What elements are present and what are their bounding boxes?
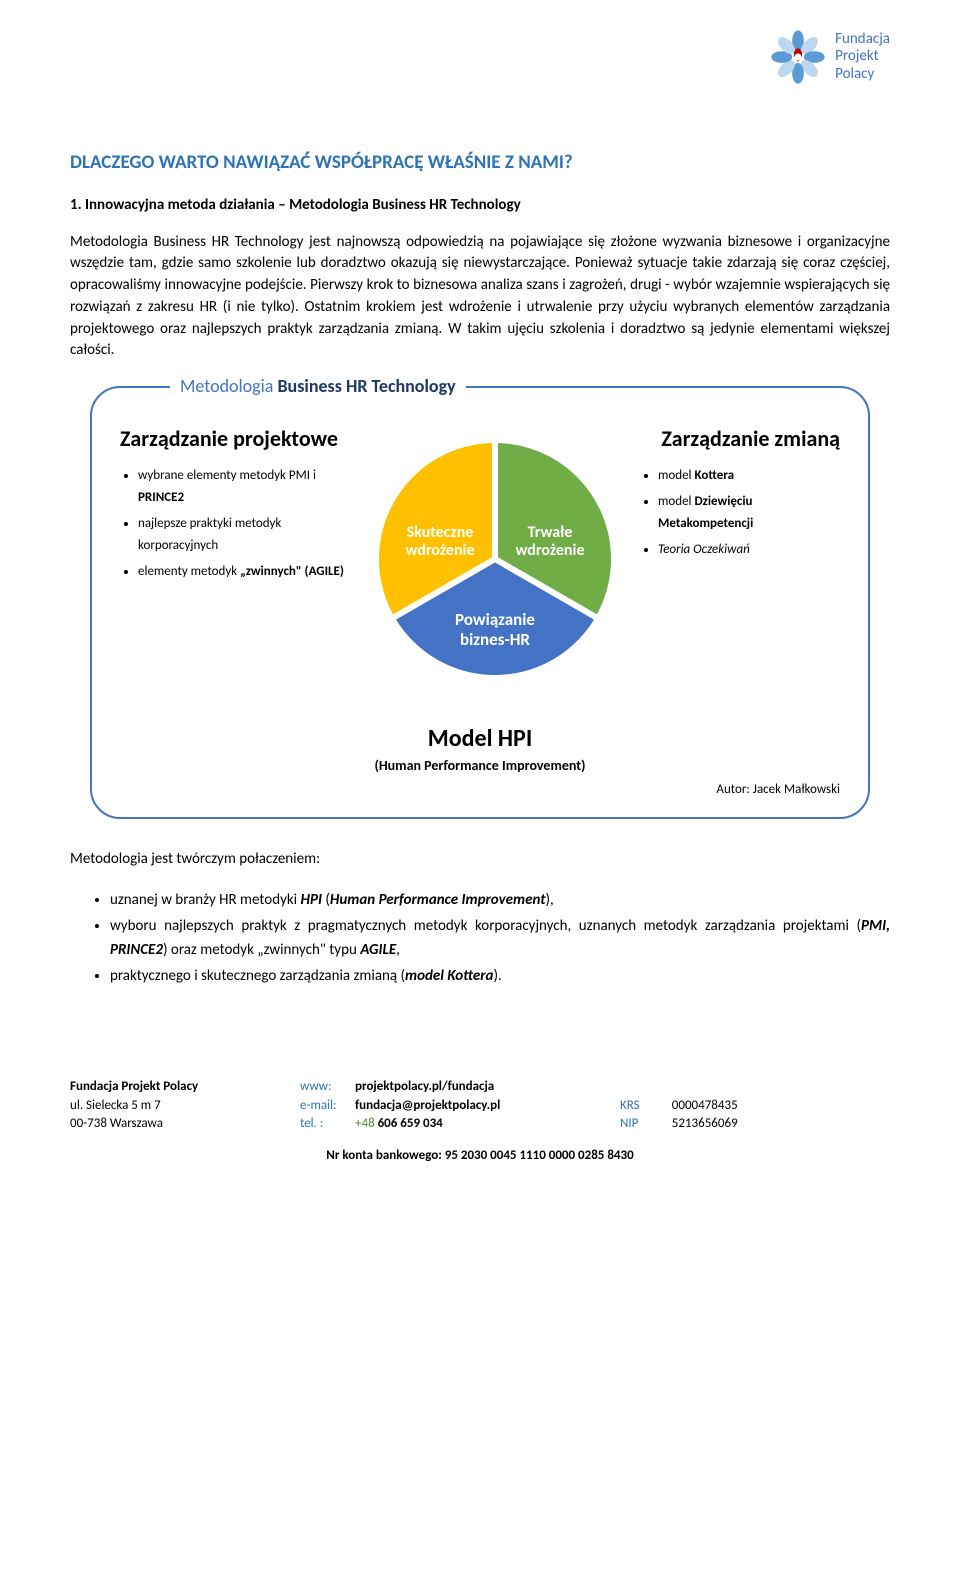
frame-label-bold: Business HR Technology [277, 375, 455, 397]
footer-tel: 606 659 034 [375, 1116, 443, 1131]
logo-line3: Polacy [835, 66, 890, 83]
section-subheading: 1. Innowacyjna metoda działania – Metodo… [70, 195, 890, 216]
left-col-title: Zarządzanie projektowe [120, 424, 350, 455]
model-title: Model HPI [120, 722, 840, 756]
logo-line2: Projekt [835, 48, 890, 65]
footer-www-label: www: [300, 1078, 355, 1096]
page-heading: DLACZEGO WARTO NAWIĄZAĆ WSPÓŁPRACĘ WŁAŚN… [70, 150, 890, 177]
frame-right-column: Zarządzanie zmianą model Kottera model Dz… [640, 424, 840, 565]
footer-email: fundacja@projektpolacy.pl [355, 1098, 500, 1113]
footer-www: projektpolacy.pl/fundacja [355, 1079, 494, 1094]
frame-author: Autor: Jacek Małkowski [120, 781, 840, 799]
footer-ids: KRS 0000478435 NIP 5213656069 [620, 1078, 890, 1133]
footer-tel-label: tel. : [300, 1115, 355, 1133]
frame-label-prefix: Metodologia [180, 375, 277, 397]
frame-left-column: Zarządzanie projektowe wybrane elementy … [120, 424, 350, 587]
footer-addr1: ul. Sielecka 5 m 7 [70, 1097, 260, 1115]
footer-email-label: e-mail: [300, 1097, 355, 1115]
list-item: najlepsze praktyki metodyk korporacyjnyc… [138, 513, 350, 557]
footer-krs-label: KRS [620, 1097, 660, 1115]
list-item: model Kottera [658, 465, 840, 487]
bank-number: 95 2030 0045 1110 0000 0285 8430 [445, 1148, 634, 1163]
list-item: wyboru najlepszych praktyk z pragmatyczn… [110, 914, 890, 962]
right-col-title: Zarządzanie zmianą [640, 424, 840, 455]
list-item: uznanej w branży HR metodyki HPI (Human … [110, 888, 890, 912]
footer-krs: 0000478435 [672, 1098, 738, 1113]
svg-text:Trwałe: Trwałe [528, 523, 573, 542]
list-item: wybrane elementy metodyk PMI i PRINCE2 [138, 465, 350, 509]
footer-tel-prefix: +48 [355, 1116, 375, 1131]
post-frame-text: Metodologia jest twórczym połaczeniem: [70, 849, 890, 870]
model-subtitle: (Human Performance Improvement) [120, 756, 840, 776]
footer-bank: Nr konta bankowego: 95 2030 0045 1110 00… [70, 1147, 890, 1165]
footer-nip-label: NIP [620, 1115, 660, 1133]
svg-text:wdrożenie: wdrożenie [515, 541, 584, 560]
list-item: model Dziewięciu Metakompetencji [658, 491, 840, 535]
svg-text:Powiązanie: Powiązanie [455, 609, 535, 630]
header-logo: Fundacja Projekt Polacy [769, 28, 890, 86]
svg-text:wdrożenie: wdrożenie [405, 541, 474, 560]
logo-line1: Fundacja [835, 31, 890, 48]
footer-contact: www:projektpolacy.pl/fundacja e-mail:fun… [300, 1078, 580, 1133]
footer-address: Fundacja Projekt Polacy ul. Sielecka 5 m… [70, 1078, 260, 1133]
right-col-list: model Kottera model Dziewięciu Metakompet… [640, 465, 840, 561]
methodology-frame: Metodologia Business HR Technology Zarzą… [90, 386, 870, 819]
main-bullet-list: uznanej w branży HR metodyki HPI (Human … [70, 888, 890, 988]
flower-logo-icon [769, 28, 827, 86]
footer-nip: 5213656069 [672, 1116, 738, 1131]
bank-label: Nr konta bankowego: [326, 1148, 444, 1163]
list-item: elementy metodyk „zwinnych" (AGILE) [138, 561, 350, 583]
pie-chart: Skuteczne wdrożenie Trwałe wdrożenie Pow… [365, 424, 625, 704]
left-col-list: wybrane elementy metodyk PMI i PRINCE2na… [120, 465, 350, 583]
body-paragraph: Metodologia Business HR Technology jest … [70, 232, 890, 363]
logo-text: Fundacja Projekt Polacy [835, 31, 890, 83]
svg-text:Skuteczne: Skuteczne [407, 523, 474, 542]
page-footer: Fundacja Projekt Polacy ul. Sielecka 5 m… [70, 1078, 890, 1133]
footer-addr2: 00-738 Warszawa [70, 1115, 260, 1133]
footer-org: Fundacja Projekt Polacy [70, 1079, 198, 1094]
frame-label: Metodologia Business HR Technology [170, 374, 466, 399]
svg-text:biznes-HR: biznes-HR [460, 629, 530, 650]
list-item: Teoria Oczekiwań [658, 539, 840, 561]
list-item: praktycznego i skutecznego zarządzania z… [110, 964, 890, 988]
